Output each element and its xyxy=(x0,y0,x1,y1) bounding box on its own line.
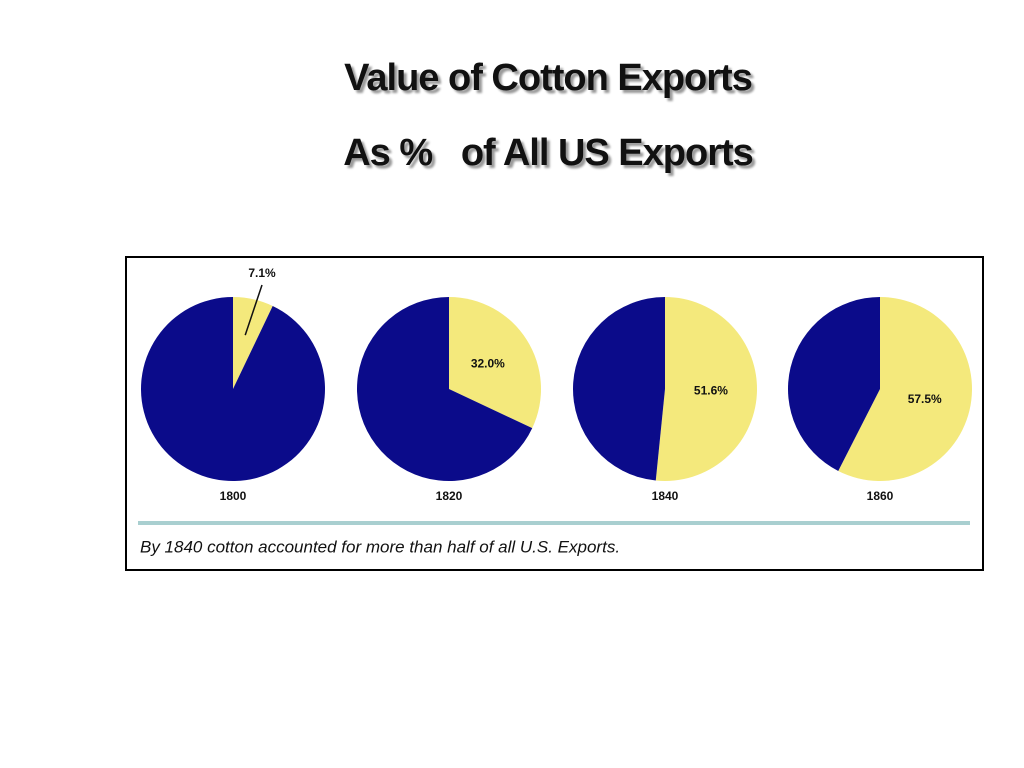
pie-year: 1860 xyxy=(867,489,894,503)
slide-subtitle: As % of All US Exports xyxy=(343,132,753,174)
value-label: 32.0% xyxy=(471,357,505,371)
slide-title: Value of Cotton Exports xyxy=(344,57,752,99)
pie-slice xyxy=(573,297,665,481)
pie-slice xyxy=(357,297,533,481)
pie-year: 1800 xyxy=(220,489,247,503)
pie-slice xyxy=(449,297,541,429)
value-label: 57.5% xyxy=(908,392,942,406)
pie-slice xyxy=(233,297,273,389)
pie-slice xyxy=(788,297,880,471)
pie-slice xyxy=(655,296,758,482)
leader-line xyxy=(244,284,263,336)
pie-year: 1820 xyxy=(436,489,463,503)
pie-slice xyxy=(838,297,973,482)
value-label: 51.6% xyxy=(694,383,728,397)
pie-slice xyxy=(141,297,326,481)
pie-year: 1840 xyxy=(652,489,679,503)
caption: By 1840 cotton accounted for more than h… xyxy=(140,537,620,556)
value-label: 7.1% xyxy=(248,266,276,280)
